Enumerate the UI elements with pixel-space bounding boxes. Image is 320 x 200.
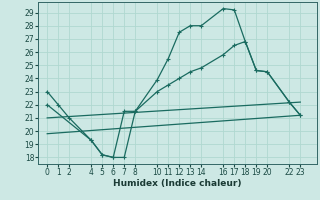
X-axis label: Humidex (Indice chaleur): Humidex (Indice chaleur) [113, 179, 242, 188]
